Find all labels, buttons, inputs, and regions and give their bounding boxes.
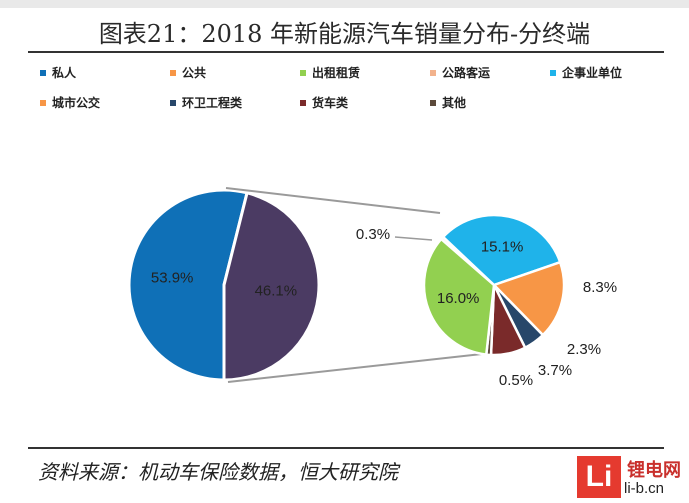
legend-swatch (40, 99, 46, 106)
source-note: 资料来源：机动车保险数据，恒大研究院 (38, 460, 398, 484)
legend-swatch (300, 69, 306, 76)
legend-item: 公共 (170, 64, 206, 81)
sub-pie-label: 15.1% (481, 238, 524, 255)
chart-title: 图表21：2018 年新能源汽车销量分布-分终端 (98, 20, 591, 48)
sub-pie-label: 0.5% (499, 372, 533, 389)
main-pie-label: 46.1% (255, 282, 298, 299)
legend-item: 出租租赁 (300, 64, 360, 81)
legend-item: 企事业单位 (550, 64, 622, 81)
legend-label: 公路客运 (442, 66, 491, 80)
sub-pie-label: 0.3% (356, 226, 390, 243)
legend-label: 城市公交 (52, 96, 101, 110)
legend-item: 公路客运 (430, 64, 490, 81)
legend-label: 私人 (52, 66, 77, 80)
connector-line (225, 187, 441, 214)
legend-item: 私人 (40, 64, 76, 81)
watermark-name: 锂电网 (627, 460, 681, 481)
watermark-url: li-b.cn (624, 480, 665, 497)
legend-swatch (300, 99, 306, 106)
legend-swatch (170, 99, 176, 106)
sub-pie-label: 16.0% (437, 290, 480, 307)
sub-pie-slice (422, 237, 496, 356)
legend-swatch (170, 69, 176, 76)
legend-item: 货车类 (300, 94, 348, 111)
watermark-logo: Li (577, 456, 621, 498)
legend-label: 公共 (182, 66, 207, 80)
main-pie-slice (127, 188, 249, 382)
title-divider (28, 51, 664, 53)
footer-divider (28, 447, 664, 449)
legend-label: 其他 (442, 96, 467, 110)
legend-label: 环卫工程类 (182, 96, 243, 110)
sub-pie-slice (441, 213, 562, 287)
main-pie-label: 53.9% (151, 270, 194, 287)
sub-pie-slice (491, 260, 566, 337)
legend-swatch (550, 69, 556, 76)
legend-swatch (40, 69, 46, 76)
legend-item: 环卫工程类 (170, 94, 242, 111)
sub-pie-label: 2.3% (567, 341, 601, 358)
legend-label: 货车类 (312, 96, 349, 110)
sub-pie-label: 3.7% (538, 362, 572, 379)
main-pie-slice (222, 191, 321, 382)
legend-item: 城市公交 (40, 94, 100, 111)
legend-label: 企事业单位 (562, 66, 623, 80)
top-strip (0, 0, 689, 8)
connector-line (227, 351, 501, 383)
sub-pie-label: 8.3% (583, 279, 617, 296)
legend-swatch (430, 99, 436, 106)
legend-item: 其他 (430, 94, 466, 111)
leader-line (394, 236, 433, 241)
legend-swatch (430, 69, 436, 76)
legend-label: 出租租赁 (312, 66, 361, 80)
